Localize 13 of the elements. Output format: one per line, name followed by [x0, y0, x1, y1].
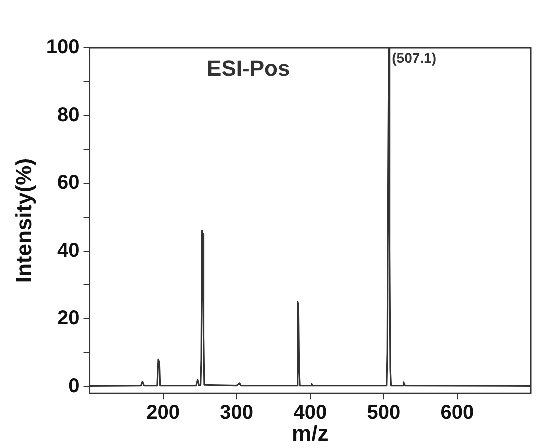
y-tick-label: 40 — [58, 240, 80, 262]
y-tick-label: 80 — [58, 104, 80, 126]
annotation: (507.1) — [392, 50, 437, 66]
y-axis-title: Intensity(%) — [11, 158, 36, 284]
y-tick-label: 20 — [58, 308, 80, 330]
x-tick-label: 300 — [220, 402, 254, 424]
y-tick-label: 60 — [58, 172, 80, 194]
x-tick-label: 600 — [440, 402, 474, 424]
y-tick-label: 100 — [46, 36, 80, 59]
y-tick-label: 0 — [68, 375, 80, 398]
x-tick-label: 200 — [146, 402, 180, 424]
x-tick-label: 500 — [367, 402, 401, 424]
annotation: ESI-Pos — [207, 56, 290, 82]
